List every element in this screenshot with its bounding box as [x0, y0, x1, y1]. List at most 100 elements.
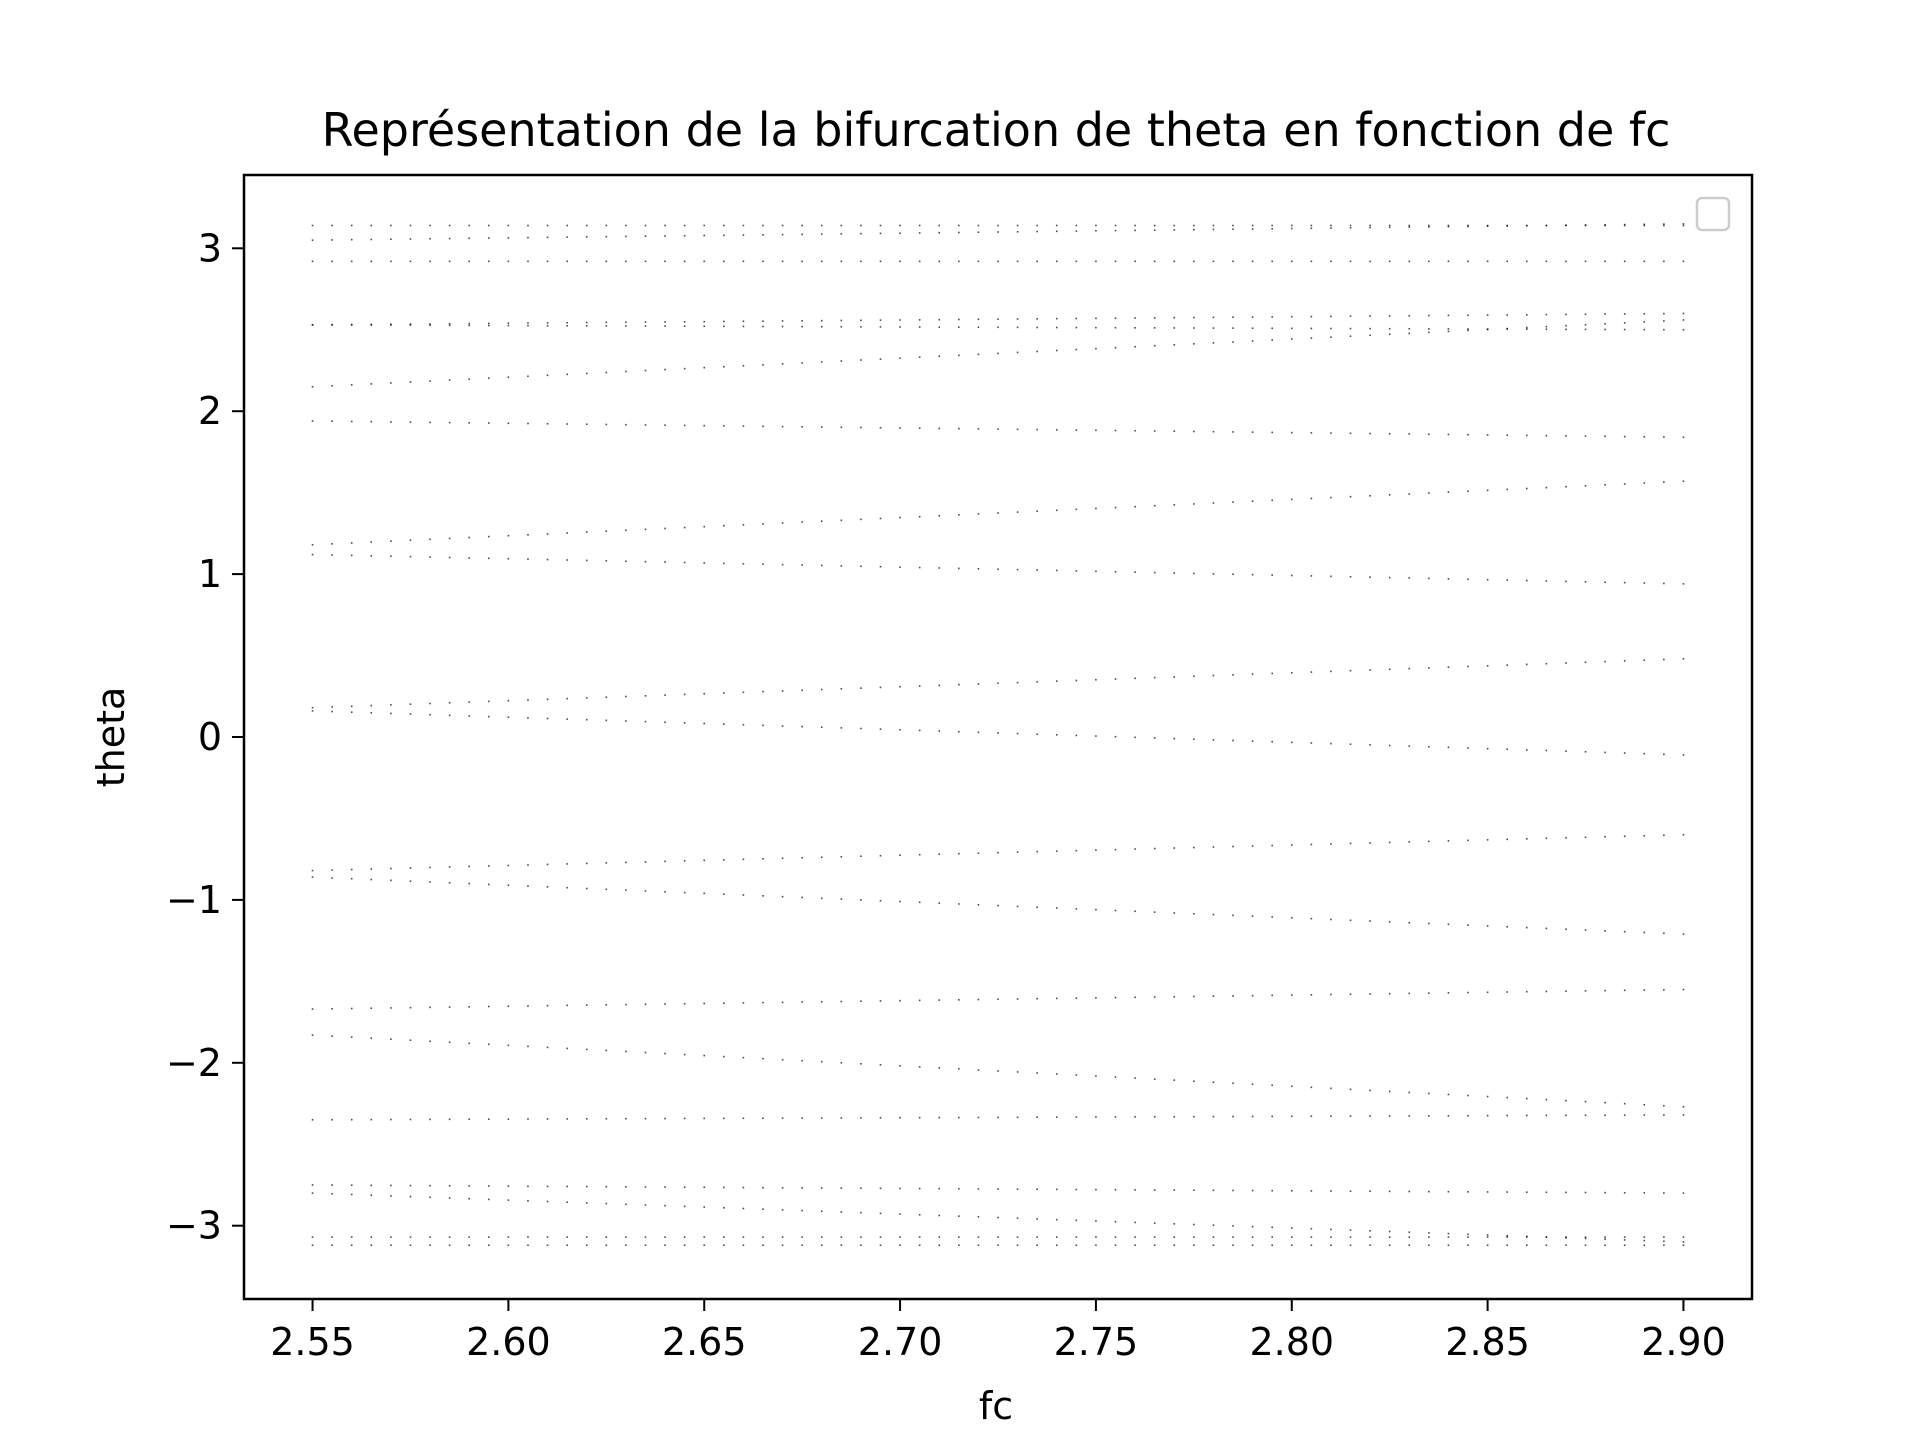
data-point: [605, 1202, 608, 1205]
data-point: [429, 702, 431, 705]
data-point: [1173, 343, 1176, 346]
data-point: [1388, 260, 1391, 263]
data-point: [527, 1185, 529, 1188]
data-point: [938, 730, 941, 732]
data-point: [1036, 1218, 1038, 1220]
data-point: [566, 236, 568, 238]
data-point: [723, 893, 725, 895]
data-point: [1271, 844, 1273, 847]
data-point: [1193, 846, 1195, 849]
data-point: [1486, 1244, 1489, 1247]
data-point: [1663, 582, 1665, 585]
data-point: [1408, 224, 1411, 227]
data-point: [311, 706, 314, 709]
data-point: [1408, 1244, 1411, 1247]
data-point: [683, 891, 686, 894]
data-point: [448, 260, 451, 263]
data-point: [1565, 662, 1567, 664]
data-point: [958, 318, 960, 321]
data-point: [625, 889, 627, 891]
data-point: [1467, 991, 1469, 994]
data-point: [879, 1212, 882, 1215]
data-point: [585, 236, 588, 238]
data-point: [1251, 673, 1254, 675]
data-point: [1506, 991, 1508, 993]
data-point: [1369, 920, 1371, 922]
data-point: [781, 895, 784, 898]
data-point: [1682, 583, 1685, 585]
data-point: [1271, 672, 1273, 675]
data-point: [390, 1184, 392, 1187]
data-point: [1016, 681, 1019, 684]
data-point: [1604, 1236, 1606, 1238]
data-point: [1467, 329, 1469, 332]
data-point: [1349, 224, 1352, 227]
data-point: [1114, 848, 1117, 851]
data-point: [1153, 996, 1156, 998]
data-point: [644, 890, 647, 892]
data-point: [1075, 1188, 1078, 1191]
data-point: [664, 424, 666, 426]
data-point: [1682, 1105, 1685, 1108]
data-point: [370, 541, 373, 543]
data-point: [918, 326, 921, 328]
data-point: [899, 427, 901, 429]
data-point: [1075, 317, 1078, 320]
data-point: [1212, 502, 1215, 504]
data-point: [390, 1236, 392, 1238]
data-point: [311, 1192, 314, 1194]
data-point: [1193, 675, 1195, 678]
data-point: [507, 322, 510, 325]
data-point: [1408, 433, 1411, 435]
data-point: [801, 425, 803, 428]
data-point: [566, 423, 568, 425]
data-point: [585, 321, 588, 324]
data-point: [1251, 845, 1254, 847]
data-point: [1212, 342, 1215, 344]
data-point: [1232, 1236, 1234, 1238]
data-point: [958, 231, 960, 234]
data-point: [1623, 313, 1626, 315]
data-point: [899, 1116, 901, 1119]
data-point: [311, 385, 314, 388]
data-point: [488, 535, 490, 538]
data-point: [1604, 1191, 1606, 1194]
data-point: [1212, 995, 1215, 997]
data-point: [1271, 224, 1273, 227]
data-point: [1290, 315, 1293, 318]
data-point: [1525, 926, 1528, 929]
data-point: [1467, 1114, 1469, 1117]
data-point: [938, 902, 941, 904]
data-point: [879, 1236, 882, 1238]
data-point: [664, 527, 666, 530]
data-point: [683, 424, 686, 427]
data-point: [605, 1004, 608, 1006]
data-point: [899, 854, 901, 857]
data-point: [1349, 1236, 1352, 1238]
data-point: [997, 732, 999, 734]
data-point: [1134, 1116, 1136, 1118]
data-point: [1095, 1188, 1097, 1191]
data-point: [350, 238, 353, 241]
data-point: [1075, 908, 1078, 910]
data-point: [1153, 1189, 1156, 1191]
data-point: [566, 324, 568, 327]
data-point: [1447, 1114, 1450, 1117]
data-point: [1114, 678, 1117, 680]
data-point: [762, 895, 764, 897]
data-point: [860, 1211, 862, 1214]
data-point: [1232, 1225, 1234, 1227]
data-point: [1447, 433, 1450, 436]
data-point: [605, 1049, 608, 1052]
data-point: [1447, 224, 1450, 227]
data-point: [723, 320, 725, 323]
data-point: [958, 683, 960, 686]
data-point: [1663, 753, 1665, 756]
data-point: [742, 524, 745, 526]
data-point: [350, 260, 353, 263]
data-point: [762, 425, 764, 428]
data-point: [938, 999, 941, 1001]
data-point: [1584, 313, 1587, 316]
data-point: [1349, 327, 1352, 330]
data-point: [977, 731, 980, 734]
